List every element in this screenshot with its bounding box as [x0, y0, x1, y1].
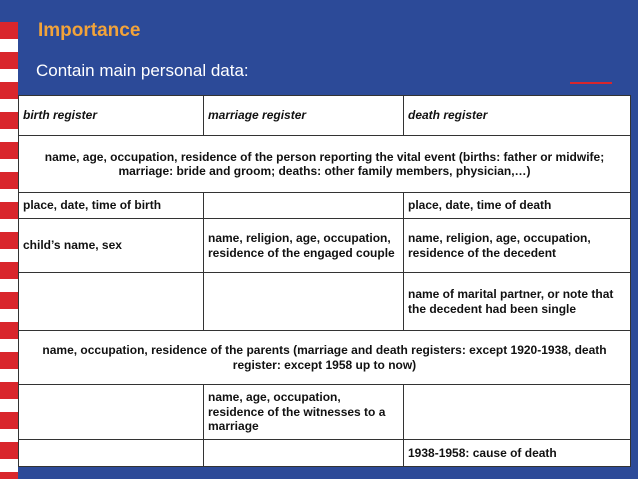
data-table: birth register marriage register death reg…	[18, 95, 631, 467]
table-row: name, age, occupation, residence of the …	[18, 135, 631, 193]
column-header: death register	[403, 95, 631, 136]
table-cell: place, date, time of death	[403, 192, 631, 219]
table-cell	[403, 384, 631, 440]
table-cell: name, religion, age, occupation, residen…	[203, 218, 404, 273]
table-row: name of marital partner, or note that th…	[18, 272, 631, 331]
table-row: 1938-1958: cause of death	[18, 439, 631, 467]
table-cell	[18, 272, 204, 331]
subtitle: Contain main personal data:	[36, 61, 249, 80]
table-row: child’s name, sex name, religion, age, oc…	[18, 218, 631, 273]
table-cell	[203, 192, 404, 219]
stripes	[0, 22, 18, 479]
table-cell: name, occupation, residence of the paren…	[18, 330, 631, 385]
table-cell: 1938-1958: cause of death	[403, 439, 631, 467]
table-cell	[18, 439, 204, 467]
table-cell	[203, 272, 404, 331]
table-row: name, age, occupation, residence of the …	[18, 384, 631, 440]
table-cell	[203, 439, 404, 467]
table-cell	[18, 384, 204, 440]
table-cell: name of marital partner, or note that th…	[403, 272, 631, 331]
table-row: name, occupation, residence of the paren…	[18, 330, 631, 385]
accent-line	[570, 82, 612, 84]
column-header: birth register	[18, 95, 204, 136]
column-header: marriage register	[203, 95, 404, 136]
table-row: place, date, time of birth place, date, t…	[18, 192, 631, 219]
table-cell: name, age, occupation, residence of the …	[18, 135, 631, 193]
table-cell: name, age, occupation, residence of the …	[203, 384, 404, 440]
header-row: birth register marriage register death reg…	[18, 95, 631, 136]
title: Importance	[38, 20, 141, 41]
table-cell: place, date, time of birth	[18, 192, 204, 219]
table-cell: child’s name, sex	[18, 218, 204, 273]
table-cell: name, religion, age, occupation, residen…	[403, 218, 631, 273]
